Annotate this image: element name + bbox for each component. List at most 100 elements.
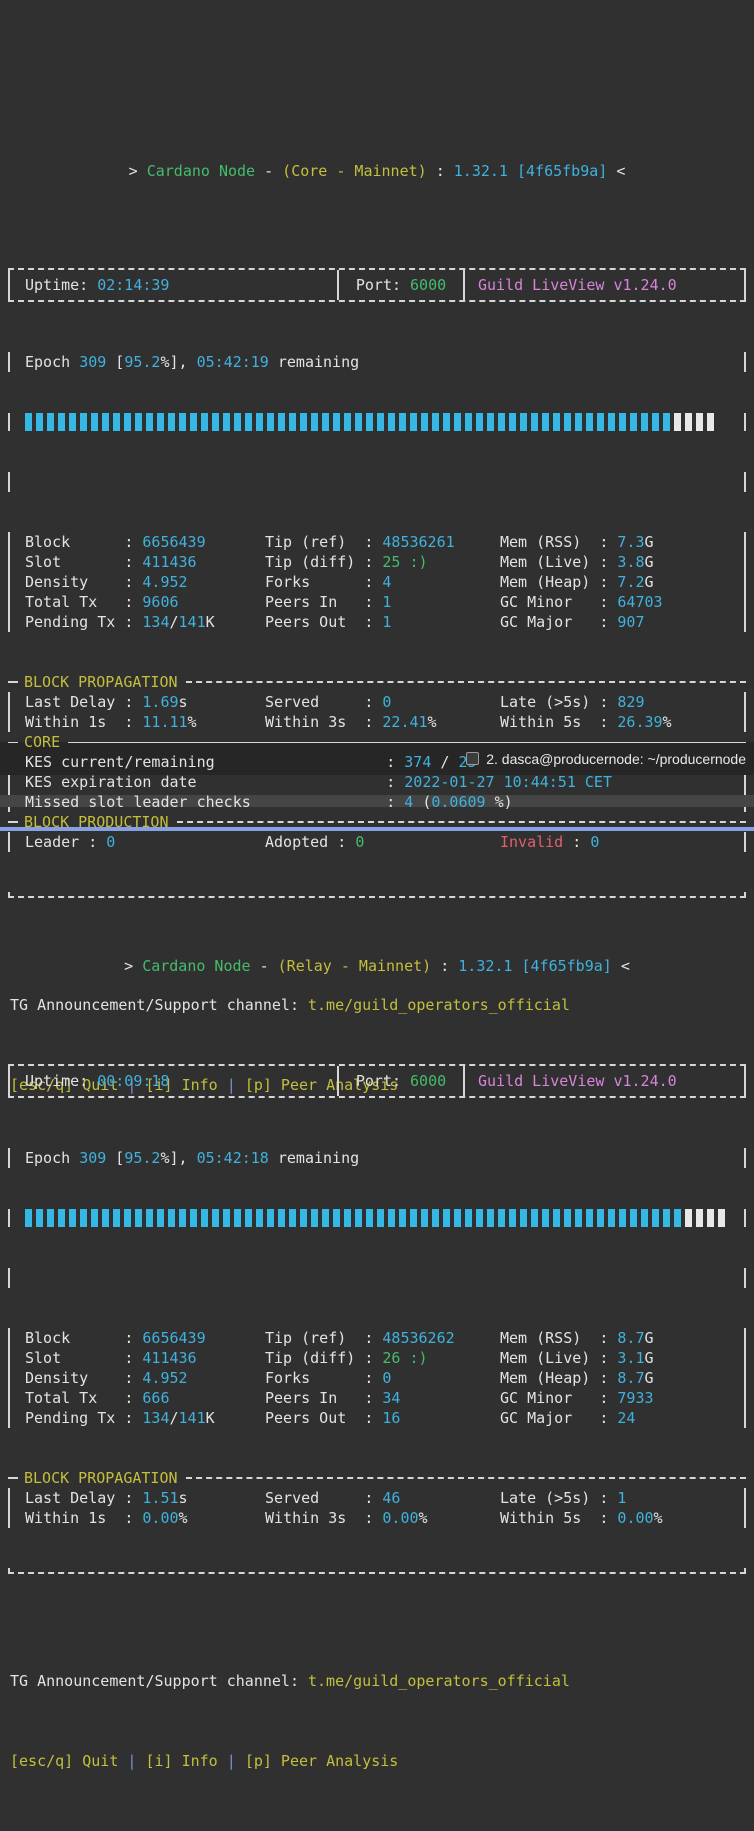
progress-tick-empty — [685, 413, 692, 431]
text-segment: [esc/q] Quit — [10, 1752, 119, 1770]
stat-separator: : — [590, 1489, 618, 1507]
progress-tick-filled — [509, 1209, 516, 1227]
stat-row: GC Major : 907 — [500, 612, 729, 632]
spacer-row — [8, 472, 746, 492]
stat-value: 48536261 — [382, 533, 455, 551]
progress-tick-filled — [355, 1209, 362, 1227]
progress-tick-filled — [542, 413, 549, 431]
stat-separator: : — [590, 553, 618, 571]
progress-tick-filled — [190, 1209, 197, 1227]
text-segment: - — [250, 957, 278, 975]
section-row: Last Delay : 1.69s Served : 0 Late (>5s) :… — [8, 692, 746, 712]
stat-label: Total Tx — [25, 593, 98, 611]
pane-core-terminal[interactable]: > Cardano Node - (Core - Mainnet) : 1.32… — [0, 80, 754, 1094]
progress-tick-empty — [707, 1209, 714, 1227]
progress-tick-filled — [289, 413, 296, 431]
stat-row: Block : 6656439 — [25, 532, 265, 552]
tg-link[interactable]: t.me/guild_operators_official — [307, 1672, 570, 1690]
stat-value: 8.7 — [617, 1329, 645, 1347]
stat-value: 4.952 — [142, 573, 188, 591]
brand-text: Guild LiveView v1.24.0 — [478, 1072, 677, 1090]
stat-label: Forks — [265, 573, 311, 591]
epoch-progress — [8, 1209, 746, 1227]
progress-tick-filled — [212, 1209, 219, 1227]
stat-separator: : — [115, 1409, 143, 1427]
stat-value: 666 — [142, 1389, 170, 1407]
uptime-label: Uptime: — [25, 276, 89, 294]
stat-separator: : — [590, 1369, 618, 1387]
stat-label: GC Minor — [500, 593, 573, 611]
progress-tick-filled — [300, 413, 307, 431]
stat-value: % — [178, 1509, 188, 1527]
section-cell: Late (>5s) : 829 — [500, 692, 729, 712]
text-segment: Epoch — [25, 1149, 80, 1167]
stat-label: Missed slot leader checks — [25, 793, 251, 811]
stat-value: 0 — [382, 1369, 392, 1387]
stat-separator: : — [115, 1329, 143, 1347]
progress-tick-empty — [718, 1209, 725, 1227]
tg-link[interactable]: t.me/guild_operators_official — [307, 996, 570, 1014]
pane-separator-strip — [0, 795, 754, 807]
liveview-header-row: Uptime: 00:09:18 Port: 6000 Guild LiveView… — [8, 1064, 746, 1098]
progress-tick-filled — [410, 413, 417, 431]
stat-separator: : — [115, 1389, 143, 1407]
port-value: 6000 — [410, 276, 447, 294]
progress-tick-filled — [652, 413, 659, 431]
stat-label: Density — [25, 1369, 89, 1387]
progress-tick-filled — [25, 413, 32, 431]
stat-row: Forks : 4 — [265, 572, 500, 592]
tab-bar[interactable]: 2. dasca@producernode: ~/producernode — [0, 742, 754, 775]
stat-value: G — [644, 533, 654, 551]
progress-tick-filled — [179, 1209, 186, 1227]
section-wide-row: KES expiration date: 2022-01-27 10:44:51… — [8, 772, 746, 792]
stat-separator: : — [590, 1389, 618, 1407]
text-segment: 309 — [79, 1149, 107, 1167]
stat-value: 829 — [617, 693, 645, 711]
section-title: BLOCK PRODUCTION — [24, 813, 169, 831]
progress-tick-filled — [135, 413, 142, 431]
progress-tick-filled — [641, 413, 648, 431]
progress-tick-filled — [344, 413, 351, 431]
pane-relay-terminal[interactable]: > Cardano Node - (Relay - Mainnet) : 1.3… — [0, 871, 754, 1770]
stats-column: Block : 6656439 Slot : 411436 Density : 4.… — [25, 532, 265, 632]
progress-tick-filled — [245, 1209, 252, 1227]
stat-value: 1 — [617, 1489, 627, 1507]
stat-separator: : — [355, 573, 383, 591]
stat-label: Within 3s — [265, 713, 347, 731]
stat-separator: : — [355, 1349, 383, 1367]
stats-column: Tip (ref) : 48536261 Tip (diff) : 25 :) Fo… — [265, 532, 500, 632]
progress-tick-filled — [47, 413, 54, 431]
stat-value: %) — [485, 793, 513, 811]
stats-grid-relay: Block : 6656439 Slot : 411436 Density : 4.… — [8, 1328, 746, 1428]
port-label: Port: — [355, 1072, 402, 1090]
stat-row: Mem (Heap) : 8.7G — [500, 1368, 729, 1388]
stat-value: 134 — [142, 1409, 170, 1427]
progress-tick-filled — [641, 1209, 648, 1227]
footer-shortcuts: [esc/q] Quit | [i] Info | [p] Peer Analy… — [8, 1751, 746, 1771]
section-wide-row: Missed slot leader checks: 4 (0.0609 %) — [8, 792, 746, 812]
stat-separator: : — [355, 533, 383, 551]
progress-tick-filled — [256, 1209, 263, 1227]
stat-value: % — [653, 1509, 663, 1527]
text-segment: 95.2 — [124, 1149, 161, 1167]
text-segment: : — [426, 162, 454, 180]
uptime-label: Uptime: — [25, 1072, 89, 1090]
uptime-cell: Uptime: 02:14:39 — [10, 270, 337, 300]
stat-separator: : — [355, 553, 383, 571]
progress-tick-filled — [388, 413, 395, 431]
stat-row: Pending Tx : 134/141K — [25, 1408, 265, 1428]
text-segment: (Relay - Mainnet) — [277, 957, 432, 975]
section-rule-lead — [8, 681, 18, 683]
section-wide-row: KES current/remaining: 374 / 25 — [8, 752, 746, 772]
text-segment: 05:42:18 — [196, 1149, 269, 1167]
progress-tick-filled — [58, 413, 65, 431]
text-segment: > — [124, 957, 143, 975]
progress-tick-filled — [168, 413, 175, 431]
progress-tick-filled — [377, 1209, 384, 1227]
stat-label: GC Minor — [500, 1389, 573, 1407]
stat-separator: : — [115, 713, 143, 731]
stat-separator: : — [355, 693, 383, 711]
stat-value: 26.39 — [617, 713, 663, 731]
stat-value: % — [427, 713, 437, 731]
progress-tick-filled — [124, 413, 131, 431]
